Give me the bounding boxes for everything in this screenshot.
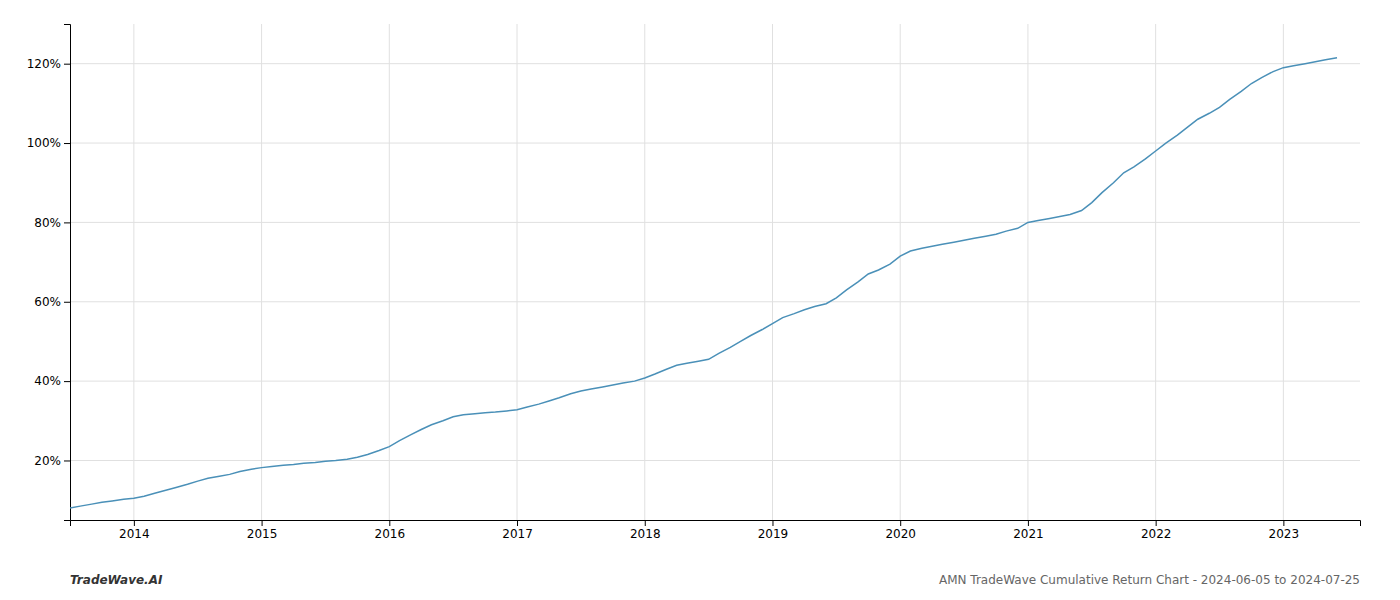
tick-mark — [1156, 520, 1157, 526]
tick-label: 20% — [34, 454, 61, 468]
grid — [70, 24, 1360, 520]
grid-line-y — [70, 222, 1360, 223]
tick-mark — [134, 520, 135, 526]
grid-line-x — [133, 24, 134, 520]
tick-label: 2015 — [247, 527, 278, 541]
grid-line-x — [1283, 24, 1284, 520]
tick: 2014 — [119, 520, 150, 541]
tick: 120% — [27, 57, 70, 71]
tick-label: 2023 — [1269, 527, 1300, 541]
tick-mark — [517, 520, 518, 526]
tick-label: 2017 — [502, 527, 533, 541]
tick-mark — [772, 520, 773, 526]
grid-line-y — [70, 63, 1360, 64]
tick-mark — [64, 64, 70, 65]
tick-label: 2018 — [630, 527, 661, 541]
grid-line-y — [70, 301, 1360, 302]
tick-label: 2021 — [1013, 527, 1044, 541]
tick: 40% — [34, 374, 70, 388]
tick: 2021 — [1013, 520, 1044, 541]
grid-line-x — [644, 24, 645, 520]
grid-line-x — [261, 24, 262, 520]
tick-mark — [64, 222, 70, 223]
tick-label: 80% — [34, 216, 61, 230]
tick: 2018 — [630, 520, 661, 541]
tick: 60% — [34, 295, 70, 309]
tick-label: 2022 — [1141, 527, 1172, 541]
tick: 2016 — [375, 520, 406, 541]
footer-left: TradeWave.AI — [70, 573, 163, 587]
chart: 2014 2015 2016 2017 2018 2019 2020 2021 2022 2023… — [0, 0, 1400, 600]
tick-mark — [64, 302, 70, 303]
tick-mark — [1028, 520, 1029, 526]
grid-line-x — [517, 24, 518, 520]
tick-mark — [1283, 520, 1284, 526]
tick: 2022 — [1141, 520, 1172, 541]
tick-mark — [389, 520, 390, 526]
grid-line-y — [70, 460, 1360, 461]
tick-mark — [64, 460, 70, 461]
tick-label: 100% — [27, 136, 61, 150]
tick-label: 120% — [27, 57, 61, 71]
tick-mark — [64, 143, 70, 144]
tick: 20% — [34, 454, 70, 468]
tick: 2019 — [758, 520, 789, 541]
tick-mark — [64, 381, 70, 382]
tick: 100% — [27, 136, 70, 150]
tick-label: 2014 — [119, 527, 150, 541]
tick: 2015 — [247, 520, 278, 541]
tick-label: 2016 — [375, 527, 406, 541]
tick-mark — [645, 520, 646, 526]
grid-line-x — [1027, 24, 1028, 520]
axis-line — [64, 25, 71, 521]
axis-line — [71, 521, 1361, 527]
tick-mark — [900, 520, 901, 526]
tick: 2020 — [885, 520, 916, 541]
grid-line-x — [900, 24, 901, 520]
grid-line-y — [70, 381, 1360, 382]
tick: 80% — [34, 216, 70, 230]
tick-label: 2019 — [758, 527, 789, 541]
footer-right: AMN TradeWave Cumulative Return Chart - … — [939, 573, 1360, 587]
marks — [70, 58, 1337, 508]
x-axis: 2014 2015 2016 2017 2018 2019 2020 2021 2022 2023 — [71, 520, 1361, 541]
grid-line-x — [772, 24, 773, 520]
tick-label: 40% — [34, 374, 61, 388]
tick: 2023 — [1269, 520, 1300, 541]
tick: 2017 — [502, 520, 533, 541]
tick-label: 60% — [34, 295, 61, 309]
tick-mark — [262, 520, 263, 526]
tick-label: 2020 — [885, 527, 916, 541]
grid-line-x — [1155, 24, 1156, 520]
line — [70, 58, 1337, 508]
plot-area: 2014 2015 2016 2017 2018 2019 2020 2021 2022 2023… — [27, 24, 1361, 541]
y-axis: 20% 40% 60% 80% 100% 120% — [27, 25, 71, 521]
